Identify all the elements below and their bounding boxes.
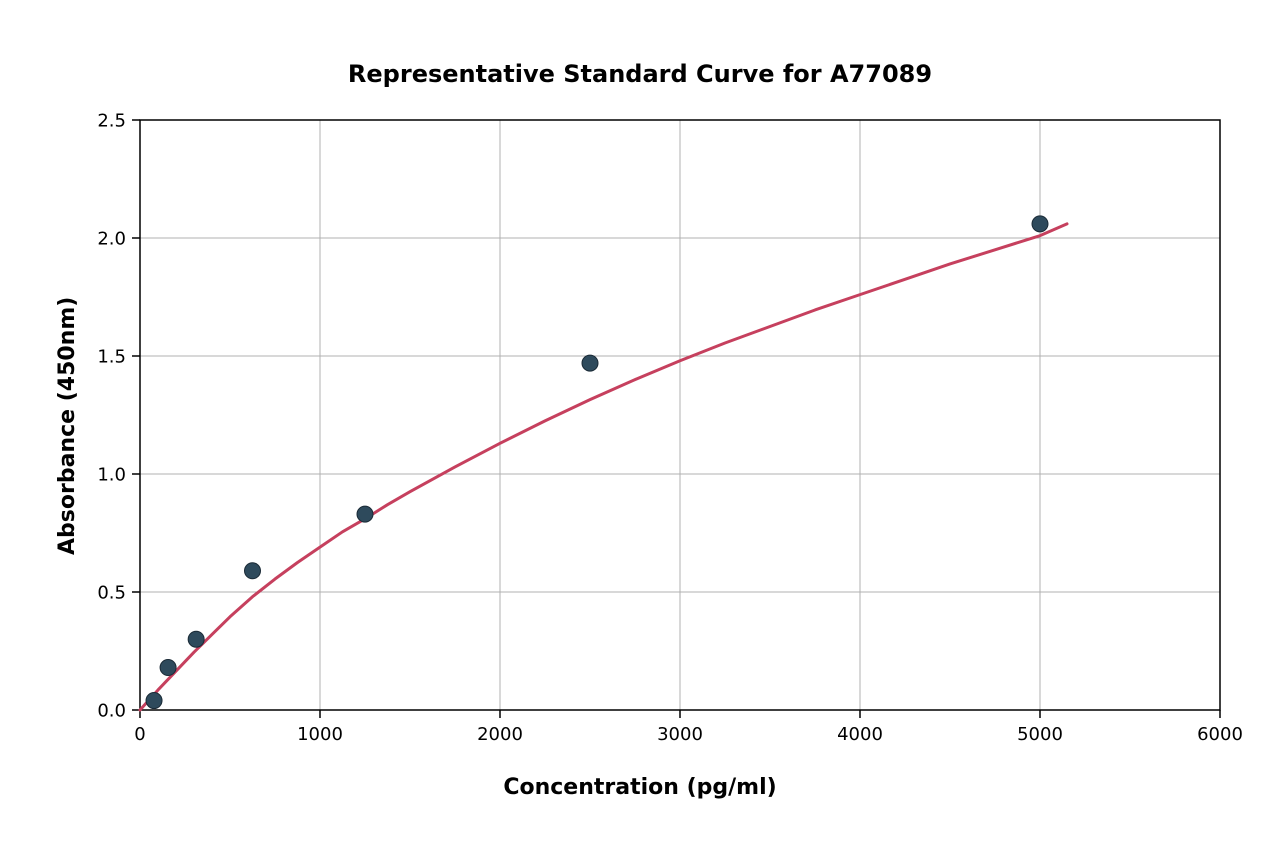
data-point — [582, 355, 598, 371]
y-tick-label: 0.5 — [97, 582, 126, 603]
x-tick-label: 6000 — [1197, 724, 1243, 745]
data-point — [245, 563, 261, 579]
chart-plot: 0 1000 2000 3000 4000 5000 6000 0.0 0.5 1.0 1.5 2.0… — [0, 0, 1280, 845]
chart-container: Representative Standard Curve for A77089… — [0, 0, 1280, 845]
x-tick-label: 3000 — [657, 724, 703, 745]
data-point — [188, 631, 204, 647]
x-tick-label: 0 — [134, 724, 145, 745]
x-tick-label: 2000 — [477, 724, 523, 745]
y-tick-label: 2.5 — [97, 110, 126, 131]
y-tick-label: 0.0 — [97, 700, 126, 721]
data-point — [146, 693, 162, 709]
data-point — [1032, 216, 1048, 232]
y-tick-label: 1.0 — [97, 464, 126, 485]
x-tick-label: 5000 — [1017, 724, 1063, 745]
y-tick-label: 2.0 — [97, 228, 126, 249]
y-tick-label: 1.5 — [97, 346, 126, 367]
data-point — [160, 660, 176, 676]
data-point — [357, 506, 373, 522]
x-tick-label: 1000 — [297, 724, 343, 745]
fit-curve — [140, 224, 1067, 710]
x-tick-label: 4000 — [837, 724, 883, 745]
